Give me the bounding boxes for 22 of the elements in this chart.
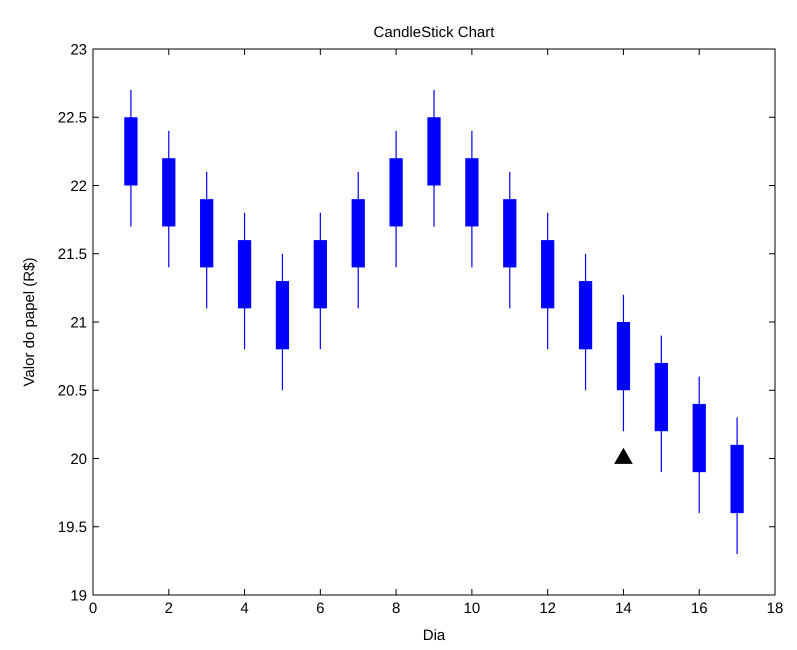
- x-tick-label: 18: [766, 600, 784, 617]
- x-tick-label: 12: [539, 600, 556, 617]
- y-axis-title: Valor do papel (R$): [21, 258, 38, 386]
- y-tick-label: 21: [70, 314, 87, 332]
- y-tick-label: 22.5: [58, 110, 87, 126]
- x-tick-label: 14: [615, 600, 632, 617]
- y-tick-label: 22: [70, 178, 87, 195]
- x-axis-title: Dia: [422, 627, 446, 644]
- y-tick-label: 19.5: [58, 519, 87, 536]
- x-tick-label: 6: [316, 600, 325, 617]
- y-tick-label: 19: [70, 587, 87, 604]
- x-tick-label: 0: [88, 600, 98, 617]
- y-tick-label: 20: [70, 450, 87, 468]
- x-tick-label: 16: [690, 600, 708, 617]
- x-tick-label: 10: [464, 600, 480, 617]
- x-tick-label: 4: [240, 600, 249, 617]
- y-tick-label: 23: [70, 41, 87, 58]
- y-tick-label: 21.5: [58, 246, 87, 263]
- y-tick-label: 20.5: [58, 382, 87, 400]
- x-tick-label: 2: [164, 600, 173, 617]
- chart-title: CandleStick Chart: [374, 24, 496, 41]
- x-tick-label: 8: [392, 600, 400, 617]
